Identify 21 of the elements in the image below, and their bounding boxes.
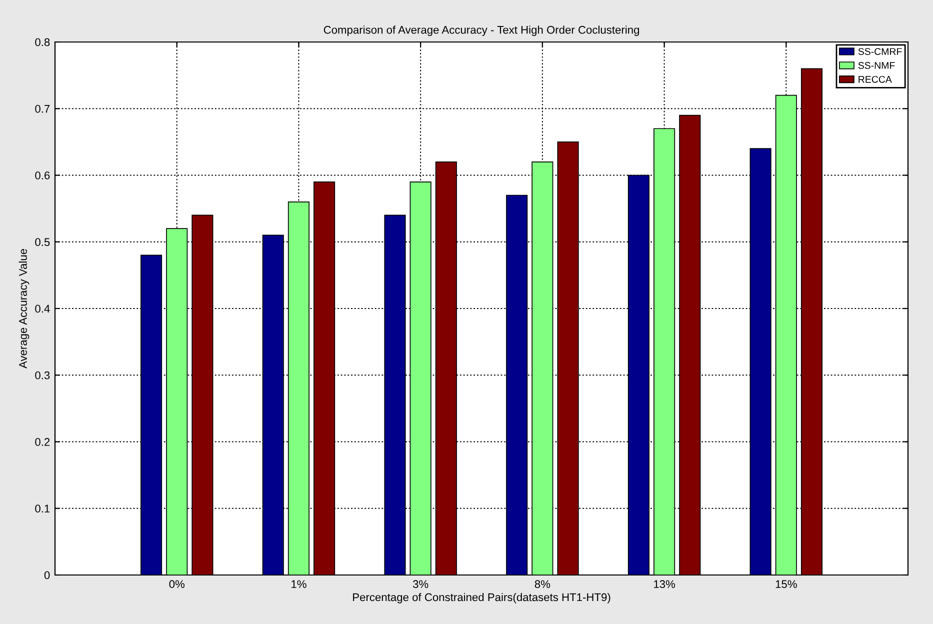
- x-tick-label: 13%: [654, 580, 676, 588]
- y-tick-label: 0.6: [35, 172, 50, 180]
- y-tick-label: 0.2: [35, 438, 50, 446]
- x-axis-title: Percentage of Constrained Pairs(datasets HT1-HT9): [353, 592, 610, 604]
- x-tick-label: 8%: [534, 580, 550, 588]
- y-tick-label: 0.4: [35, 304, 50, 313]
- y-tick-label: 0: [44, 571, 50, 580]
- x-tick-label: 3%: [412, 580, 428, 588]
- x-tick-label: 0%: [169, 580, 184, 588]
- y-tick-label: 0.5: [35, 238, 50, 246]
- y-tick-label: 0.1: [35, 504, 50, 513]
- y-tick-label: 0.7: [35, 104, 50, 113]
- y-tick-label: 0.3: [35, 371, 50, 380]
- legend-label: SS-CMRF: [858, 48, 902, 55]
- x-tick-label: 15%: [776, 580, 797, 588]
- y-tick-label: 0.8: [35, 38, 50, 46]
- x-tick-label: 1%: [292, 580, 306, 588]
- y-axis-title: Average Accuracy Value: [18, 248, 30, 368]
- legend-label: SS-NMF: [858, 62, 895, 69]
- legend-label: RECCA: [858, 76, 892, 83]
- chart-title: Comparison of Average Accuracy - Text High Order Coclustering: [324, 26, 639, 36]
